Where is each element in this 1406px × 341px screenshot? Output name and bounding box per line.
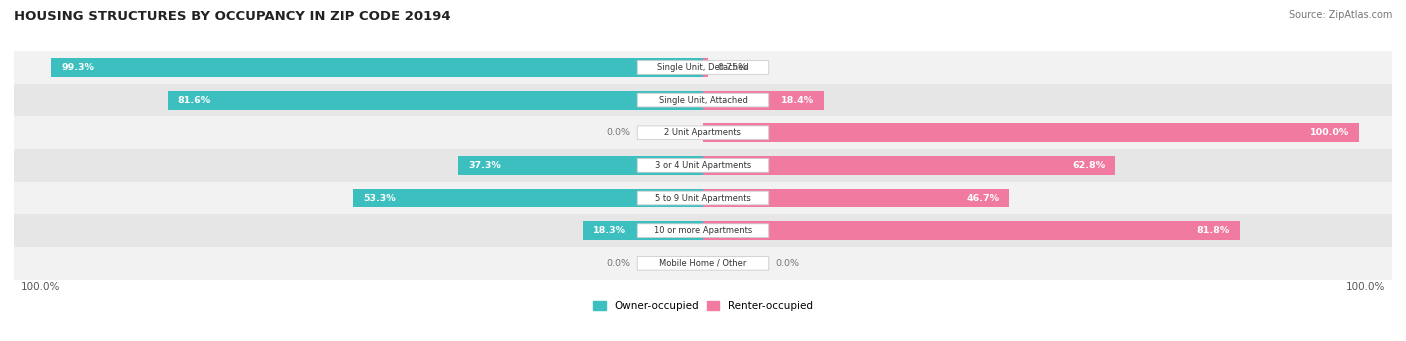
Bar (14, 149, 1392, 182)
Bar (14, 51, 1392, 84)
Bar (703, 91, 824, 109)
FancyBboxPatch shape (637, 191, 769, 205)
Text: 81.6%: 81.6% (177, 95, 211, 105)
Bar (52, 58, 703, 77)
Bar (14, 84, 1392, 116)
Bar (14, 116, 1392, 149)
Text: HOUSING STRUCTURES BY OCCUPANCY IN ZIP CODE 20194: HOUSING STRUCTURES BY OCCUPANCY IN ZIP C… (14, 10, 451, 23)
Text: 0.75%: 0.75% (718, 63, 748, 72)
Text: 5 to 9 Unit Apartments: 5 to 9 Unit Apartments (655, 194, 751, 203)
FancyBboxPatch shape (637, 93, 769, 107)
Text: Single Unit, Attached: Single Unit, Attached (658, 95, 748, 105)
Text: 0.0%: 0.0% (607, 259, 631, 268)
FancyBboxPatch shape (637, 256, 769, 270)
Text: 0.0%: 0.0% (607, 128, 631, 137)
Bar (703, 189, 1010, 207)
Text: 18.3%: 18.3% (593, 226, 626, 235)
Text: 62.8%: 62.8% (1073, 161, 1105, 170)
Text: 37.3%: 37.3% (468, 161, 501, 170)
Bar (703, 123, 1360, 142)
FancyBboxPatch shape (637, 224, 769, 238)
Text: 100.0%: 100.0% (21, 282, 60, 292)
Bar (14, 247, 1392, 280)
Bar (703, 221, 1240, 240)
Text: 46.7%: 46.7% (966, 194, 1000, 203)
Text: Source: ZipAtlas.com: Source: ZipAtlas.com (1288, 10, 1392, 20)
FancyBboxPatch shape (637, 126, 769, 139)
FancyBboxPatch shape (637, 159, 769, 172)
Text: 99.3%: 99.3% (62, 63, 94, 72)
Text: 53.3%: 53.3% (363, 194, 395, 203)
Text: 3 or 4 Unit Apartments: 3 or 4 Unit Apartments (655, 161, 751, 170)
Bar (703, 58, 709, 77)
FancyBboxPatch shape (637, 61, 769, 74)
Text: Mobile Home / Other: Mobile Home / Other (659, 259, 747, 268)
Legend: Owner-occupied, Renter-occupied: Owner-occupied, Renter-occupied (589, 297, 817, 315)
Text: 100.0%: 100.0% (1346, 282, 1385, 292)
Text: 18.4%: 18.4% (780, 95, 814, 105)
Text: 100.0%: 100.0% (1310, 128, 1350, 137)
Text: 2 Unit Apartments: 2 Unit Apartments (665, 128, 741, 137)
Bar (14, 214, 1392, 247)
Text: 0.0%: 0.0% (775, 259, 799, 268)
Bar (458, 156, 703, 175)
Bar (14, 182, 1392, 214)
Bar (703, 156, 1115, 175)
Text: 81.8%: 81.8% (1197, 226, 1230, 235)
Bar (583, 221, 703, 240)
Bar (167, 91, 703, 109)
Text: Single Unit, Detached: Single Unit, Detached (657, 63, 749, 72)
Bar (353, 189, 703, 207)
Text: 10 or more Apartments: 10 or more Apartments (654, 226, 752, 235)
